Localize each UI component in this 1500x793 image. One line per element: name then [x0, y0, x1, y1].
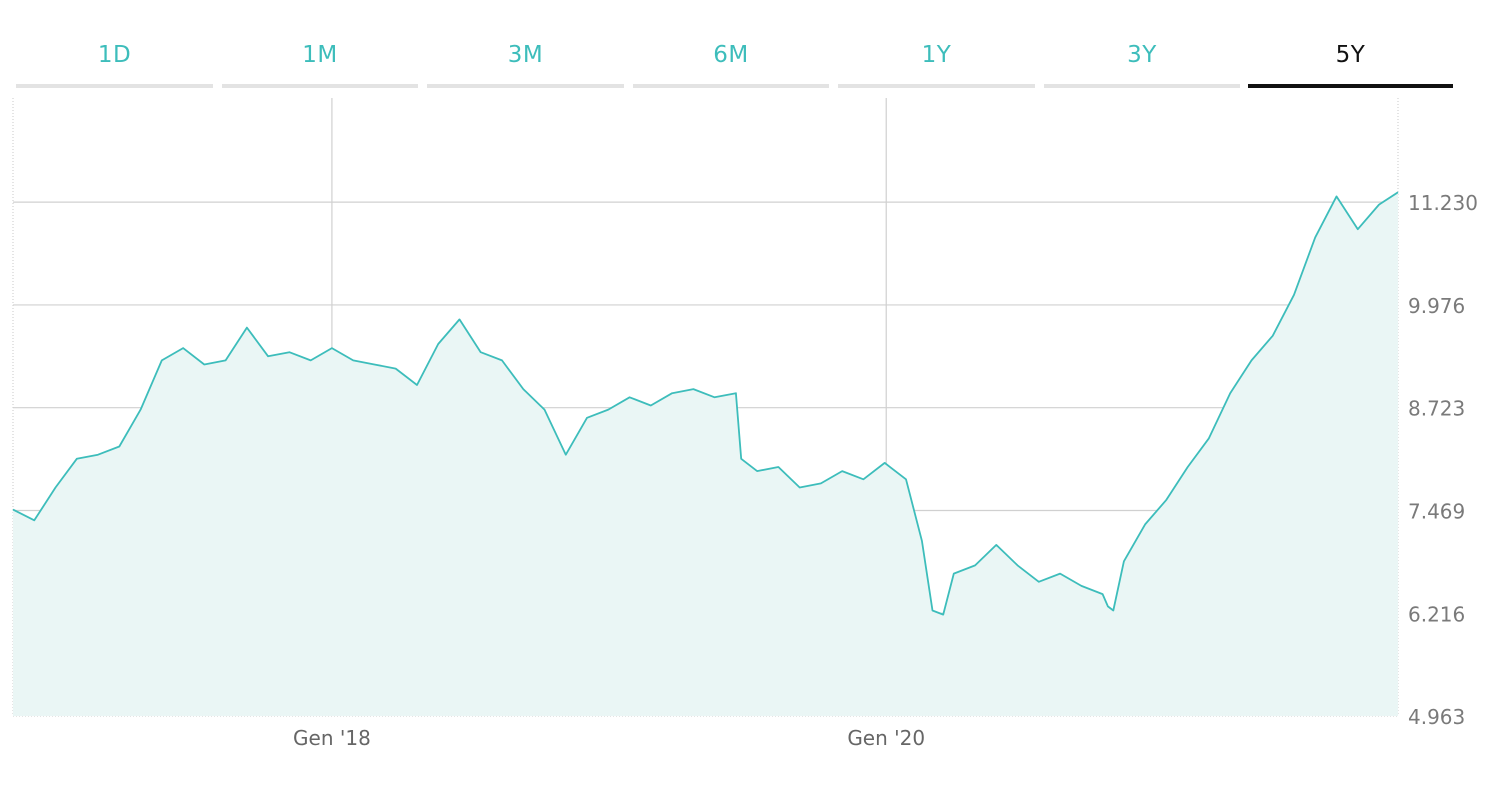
tab-label: 5Y	[1335, 42, 1366, 68]
tab-label: 1Y	[921, 42, 952, 68]
tab-underline	[1044, 84, 1240, 88]
y-tick-label: 6.216	[1408, 602, 1465, 626]
price-line	[12, 191, 1399, 616]
tab-underline	[838, 84, 1035, 88]
tab-label: 3Y	[1127, 42, 1157, 68]
y-tick-label: 7.469	[1408, 500, 1465, 524]
tab-label: 1M	[302, 42, 338, 68]
tab-1d[interactable]: 1D	[16, 30, 213, 88]
y-tick-label: 4.963	[1408, 705, 1465, 729]
tab-underline	[1248, 84, 1453, 88]
tab-1y[interactable]: 1Y	[838, 30, 1035, 88]
timeframe-tabs: 1D 1M 3M 6M 1Y 3Y 5Y	[16, 30, 1453, 90]
x-tick-label: Gen '20	[847, 726, 925, 750]
tab-1m[interactable]: 1M	[222, 30, 418, 88]
tab-underline	[427, 84, 624, 88]
tab-3y[interactable]: 3Y	[1044, 30, 1240, 88]
y-tick-label: 11.230	[1408, 191, 1478, 215]
tab-underline	[16, 84, 213, 88]
y-tick-label: 8.723	[1408, 397, 1465, 421]
tab-underline	[633, 84, 829, 88]
x-tick-label: Gen '18	[293, 726, 371, 750]
tab-label: 3M	[507, 42, 544, 68]
tab-underline	[222, 84, 418, 88]
tab-6m[interactable]: 6M	[633, 30, 829, 88]
y-tick-label: 9.976	[1408, 294, 1465, 318]
tab-label: 1D	[97, 42, 132, 68]
tab-5y[interactable]: 5Y	[1248, 30, 1453, 88]
price-area-fill	[13, 192, 1398, 717]
tab-3m[interactable]: 3M	[427, 30, 624, 88]
tab-label: 6M	[713, 42, 749, 68]
